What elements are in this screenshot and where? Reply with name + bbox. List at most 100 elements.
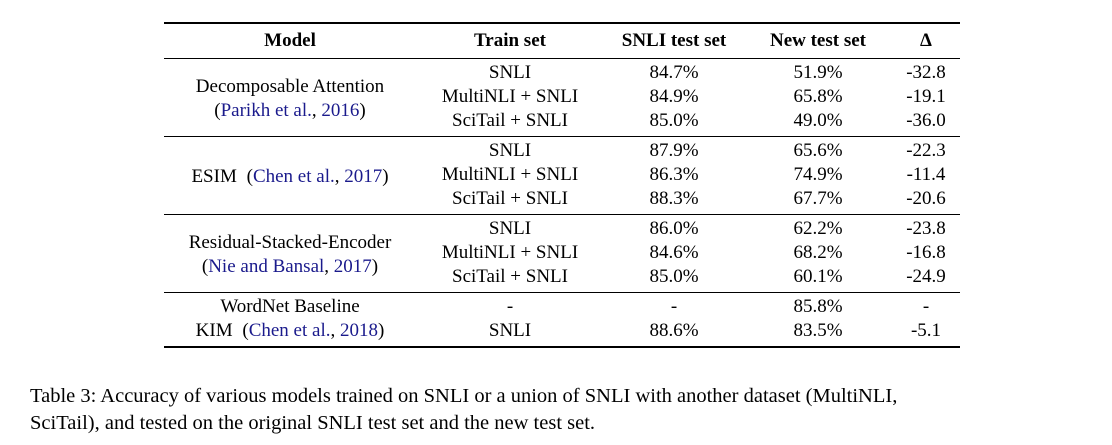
snli-test-cell: 85.0% xyxy=(649,110,699,131)
citation-authors-link[interactable]: Chen et al. xyxy=(252,165,335,187)
train-set-cell: - xyxy=(506,296,514,317)
delta-cell: -11.4 xyxy=(906,164,946,185)
citation-authors-link[interactable]: Parikh et al. xyxy=(220,99,312,121)
citation-year-link[interactable]: 2018 xyxy=(339,320,378,341)
snli-test-cell: 86.3% xyxy=(649,164,699,185)
snli-test-cell: 86.0% xyxy=(649,218,699,239)
new-test-cell: 49.0% xyxy=(793,110,843,131)
table-row: MultiNLI + SNLI 86.3% 74.9% -11.4 xyxy=(164,163,960,187)
snli-test-cell: - xyxy=(670,296,678,317)
header-delta: Δ xyxy=(892,22,960,59)
train-set-cell: SNLI xyxy=(488,218,532,239)
train-set-cell: MultiNLI + SNLI xyxy=(441,242,579,263)
new-test-cell: 67.7% xyxy=(793,188,843,209)
train-set-cell: SNLI xyxy=(488,140,532,161)
citation-separator: , xyxy=(330,320,340,341)
snli-test-cell: 84.9% xyxy=(649,86,699,107)
model-citation: (Nie and Bansal, 2017) xyxy=(202,256,378,277)
results-table: Model Train set SNLI test set New test s… xyxy=(164,22,960,348)
train-set-cell: SciTail + SNLI xyxy=(452,110,568,131)
group-residual-stacked-encoder: Residual-Stacked-Encoder (Nie and Bansal… xyxy=(164,215,960,293)
snli-test-cell: 88.3% xyxy=(649,188,699,209)
delta-cell: -32.8 xyxy=(906,62,946,83)
delta-cell: -16.8 xyxy=(906,242,946,263)
model-cell: ESIM (Chen et al., 2017) xyxy=(164,137,416,215)
delta-cell: -19.1 xyxy=(906,86,946,107)
snli-test-cell: 88.6% xyxy=(649,320,699,341)
caption-line-2: SciTail), and tested on the original SNL… xyxy=(30,412,596,434)
model-citation: (Chen et al., 2017) xyxy=(247,166,389,187)
citation-separator: , xyxy=(324,255,334,277)
train-set-cell: MultiNLI + SNLI xyxy=(441,164,579,185)
model-name: Residual-Stacked-Encoder xyxy=(188,231,392,253)
snli-test-cell: 84.6% xyxy=(649,242,699,263)
citation-year-link[interactable]: 2017 xyxy=(333,255,372,277)
citation-open-paren: ( xyxy=(246,165,253,187)
citation-close-paren: ) xyxy=(359,99,366,121)
header-train-set: Train set xyxy=(416,22,604,59)
model-name: ESIM xyxy=(191,165,237,187)
citation-separator: , xyxy=(334,165,345,187)
citation-authors-link[interactable]: Nie and Bansal xyxy=(208,255,325,277)
delta-cell: - xyxy=(922,296,930,317)
model-name: KIM xyxy=(195,320,233,341)
citation-open-paren: ( xyxy=(201,255,209,277)
model-cell: Residual-Stacked-Encoder (Nie and Bansal… xyxy=(164,215,416,293)
citation-close-paren: ) xyxy=(371,255,379,277)
new-test-cell: 65.6% xyxy=(793,140,843,161)
model-name: Decomposable Attention xyxy=(195,75,385,97)
table-row: Decomposable Attention (Parikh et al., 2… xyxy=(164,59,960,121)
new-test-cell: 68.2% xyxy=(793,242,843,263)
citation-close-paren: ) xyxy=(382,165,389,187)
table-row: MultiNLI + SNLI 84.6% 68.2% -16.8 xyxy=(164,241,960,265)
citation-separator: , xyxy=(311,99,322,121)
model-cell: KIM (Chen et al., 2018) xyxy=(164,319,416,347)
delta-cell: -5.1 xyxy=(910,320,942,341)
group-esim: ESIM (Chen et al., 2017) SNLI 87.9% 65.6… xyxy=(164,137,960,215)
citation-open-paren: ( xyxy=(242,320,249,341)
model-name: WordNet Baseline xyxy=(220,296,360,317)
new-test-cell: 62.2% xyxy=(793,218,843,239)
table-row: SciTail + SNLI 88.3% 67.7% -20.6 xyxy=(164,187,960,215)
train-set-cell: SciTail + SNLI xyxy=(452,266,568,287)
new-test-cell: 85.8% xyxy=(793,296,843,317)
table-header: Model Train set SNLI test set New test s… xyxy=(164,22,960,59)
table-row: KIM (Chen et al., 2018) SNLI 88.6% 83.5%… xyxy=(164,319,960,347)
new-test-cell: 65.8% xyxy=(793,86,843,107)
train-set-cell: SciTail + SNLI xyxy=(452,188,568,209)
header-model: Model xyxy=(164,22,416,59)
citation-year-link[interactable]: 2017 xyxy=(344,165,383,187)
new-test-cell: 83.5% xyxy=(793,320,843,341)
table-row: ESIM (Chen et al., 2017) SNLI 87.9% 65.6… xyxy=(164,137,960,187)
citation-year-link[interactable]: 2016 xyxy=(321,99,360,121)
table-caption: Table 3: Accuracy of various models trai… xyxy=(30,383,1110,437)
caption-line-1: Table 3: Accuracy of various models trai… xyxy=(30,385,898,407)
header-new-test-set: New test set xyxy=(744,22,892,59)
table-row: WordNet Baseline - - 85.8% - xyxy=(164,293,960,320)
table-row: SciTail + SNLI 85.0% 49.0% -36.0 xyxy=(164,109,960,137)
table-row: Residual-Stacked-Encoder (Nie and Bansal… xyxy=(164,215,960,277)
snli-test-cell: 84.7% xyxy=(649,62,699,83)
group-decomposable-attention: Decomposable Attention (Parikh et al., 2… xyxy=(164,59,960,137)
delta-cell: -24.9 xyxy=(906,266,946,287)
delta-cell: -20.6 xyxy=(906,188,946,209)
model-cell: WordNet Baseline xyxy=(164,293,416,320)
delta-cell: -23.8 xyxy=(906,218,946,239)
header-row: Model Train set SNLI test set New test s… xyxy=(164,22,960,59)
snli-test-cell: 85.0% xyxy=(649,266,699,287)
new-test-cell: 60.1% xyxy=(793,266,843,287)
new-test-cell: 51.9% xyxy=(793,62,843,83)
model-cell: Decomposable Attention (Parikh et al., 2… xyxy=(164,59,416,137)
model-citation: (Parikh et al., 2016) xyxy=(214,100,365,121)
citation-authors-link[interactable]: Chen et al. xyxy=(248,320,331,341)
delta-cell: -36.0 xyxy=(906,110,946,131)
table-row: MultiNLI + SNLI 84.9% 65.8% -19.1 xyxy=(164,85,960,109)
header-snli-test-set: SNLI test set xyxy=(604,22,744,59)
train-set-cell: MultiNLI + SNLI xyxy=(441,86,579,107)
group-wordnet-kim: WordNet Baseline - - 85.8% - KIM (Chen e… xyxy=(164,293,960,347)
train-set-cell: SNLI xyxy=(488,320,532,341)
citation-open-paren: ( xyxy=(214,99,221,121)
snli-test-cell: 87.9% xyxy=(649,140,699,161)
train-set-cell: SNLI xyxy=(488,62,532,83)
citation-close-paren: ) xyxy=(377,320,385,341)
